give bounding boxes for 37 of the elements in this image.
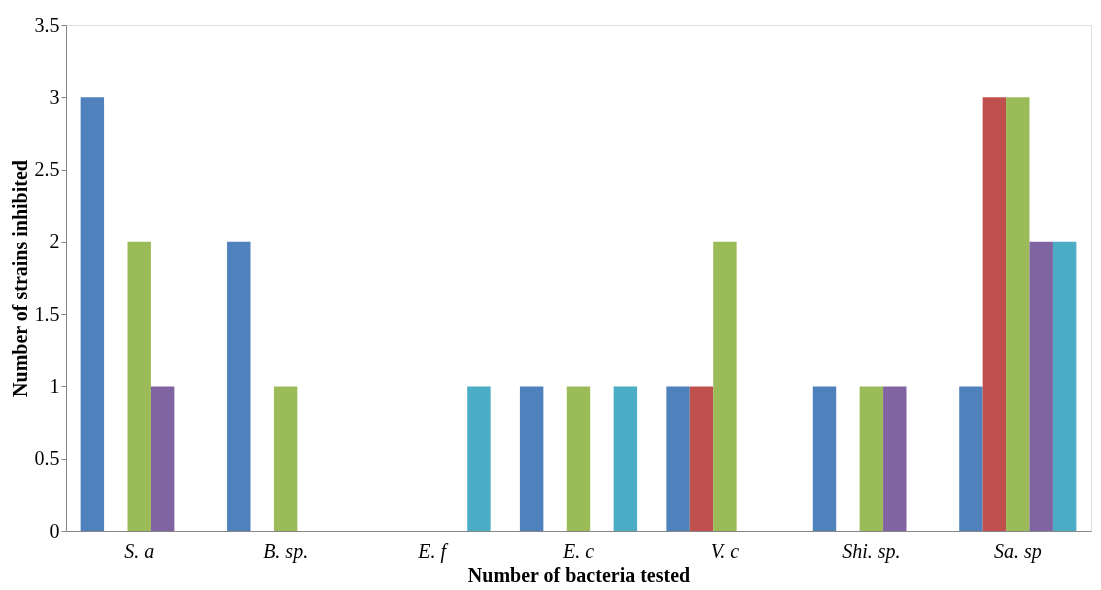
bar: [812, 386, 837, 531]
x-tick-label: Sa. sp: [993, 539, 1042, 563]
bar: [1052, 241, 1077, 531]
bar: [80, 97, 105, 531]
x-axis-title: Number of bacteria tested: [467, 563, 691, 586]
y-tick-label: 2: [49, 230, 60, 253]
x-tick-label: V. c: [710, 539, 740, 562]
bar: [273, 386, 298, 531]
y-tick-label: 3.5: [34, 13, 60, 36]
bar: [227, 241, 251, 531]
y-tick-label: 0: [49, 519, 60, 542]
y-tick-label: 1.5: [34, 302, 60, 325]
bar: [467, 386, 491, 531]
y-tick-label: 0.5: [34, 447, 60, 470]
bar: [666, 386, 690, 531]
bar: [982, 97, 1007, 531]
x-tick-label: Shi. sp.: [842, 539, 901, 563]
bar: [1029, 241, 1053, 531]
bar: [150, 386, 175, 531]
bar: [519, 386, 544, 531]
bar: [566, 386, 591, 531]
x-tick-label: B. sp.: [263, 539, 309, 563]
bar: [859, 386, 884, 531]
y-tick-label: 1: [49, 374, 60, 397]
y-tick-label: 3: [49, 85, 60, 108]
y-axis-title: Number of strains inhibited: [8, 160, 31, 397]
bar: [1006, 97, 1030, 531]
bar: [713, 241, 737, 531]
bar: [883, 386, 907, 531]
x-tick-label: S. a: [124, 539, 155, 562]
x-tick-label: E. c: [561, 539, 595, 562]
bar: [959, 386, 983, 531]
x-tick-label: E. f: [417, 539, 449, 563]
bar: [689, 386, 714, 531]
bar: [127, 241, 151, 531]
y-tick-label: 2.5: [34, 158, 60, 181]
bar: [613, 386, 638, 531]
